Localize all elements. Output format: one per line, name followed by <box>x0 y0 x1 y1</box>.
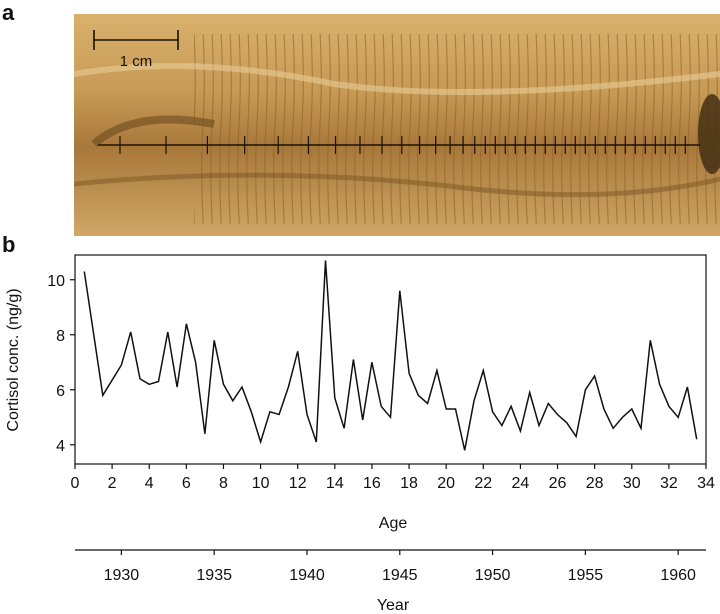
y-tick-label: 8 <box>56 328 65 345</box>
x-tick-label: 30 <box>623 475 641 492</box>
x-tick-label: 26 <box>549 475 567 492</box>
year-tick-label: 1960 <box>660 567 696 584</box>
y-axis-ticks: 4 6 8 10 <box>47 273 75 455</box>
x-axis-ticks: 0 2 4 6 8 10 12 14 16 18 20 22 24 26 28 30 32 34 <box>71 464 715 492</box>
x-tick-label: 6 <box>182 475 191 492</box>
specimen-photo: 1 cm <box>74 14 720 236</box>
year-tick-label: 1955 <box>568 567 604 584</box>
year-tick-label: 1940 <box>289 567 325 584</box>
year-tick-label: 1935 <box>196 567 232 584</box>
x-tick-label: 24 <box>512 475 530 492</box>
y-tick-label: 6 <box>56 383 65 400</box>
panel-label-a: a <box>2 0 15 25</box>
x-axis-label: Age <box>379 515 408 532</box>
x-tick-label: 18 <box>400 475 418 492</box>
scale-bar-label: 1 cm <box>120 53 153 70</box>
x-tick-label: 10 <box>252 475 270 492</box>
x-tick-label: 16 <box>363 475 381 492</box>
scale-bar <box>93 30 179 50</box>
year-axis-ticks: 1930 1935 1940 1945 1950 1955 1960 <box>104 550 696 584</box>
y-tick-label: 10 <box>47 273 65 290</box>
year-tick-label: 1950 <box>475 567 511 584</box>
growth-layer-ticks <box>119 136 686 154</box>
series-points <box>84 260 696 450</box>
x-tick-label: 22 <box>474 475 492 492</box>
plot-frame <box>74 254 707 465</box>
x-tick-label: 2 <box>108 475 117 492</box>
x-tick-label: 20 <box>437 475 455 492</box>
cortisol-series-line <box>83 260 698 451</box>
year-tick-label: 1945 <box>382 567 418 584</box>
x-tick-label: 4 <box>145 475 154 492</box>
x-tick-label: 34 <box>697 475 715 492</box>
year-tick-label: 1930 <box>104 567 140 584</box>
y-tick-label: 4 <box>56 438 65 455</box>
x-tick-label: 8 <box>219 475 228 492</box>
x-tick-label: 28 <box>586 475 604 492</box>
y-axis-label: Cortisol conc. (ng/g) <box>5 288 22 431</box>
year-axis-label: Year <box>377 597 410 614</box>
x-tick-label: 32 <box>660 475 678 492</box>
panel-label-b: b <box>2 232 16 257</box>
x-tick-label: 14 <box>326 475 344 492</box>
x-tick-label: 0 <box>71 475 80 492</box>
x-tick-label: 12 <box>289 475 307 492</box>
